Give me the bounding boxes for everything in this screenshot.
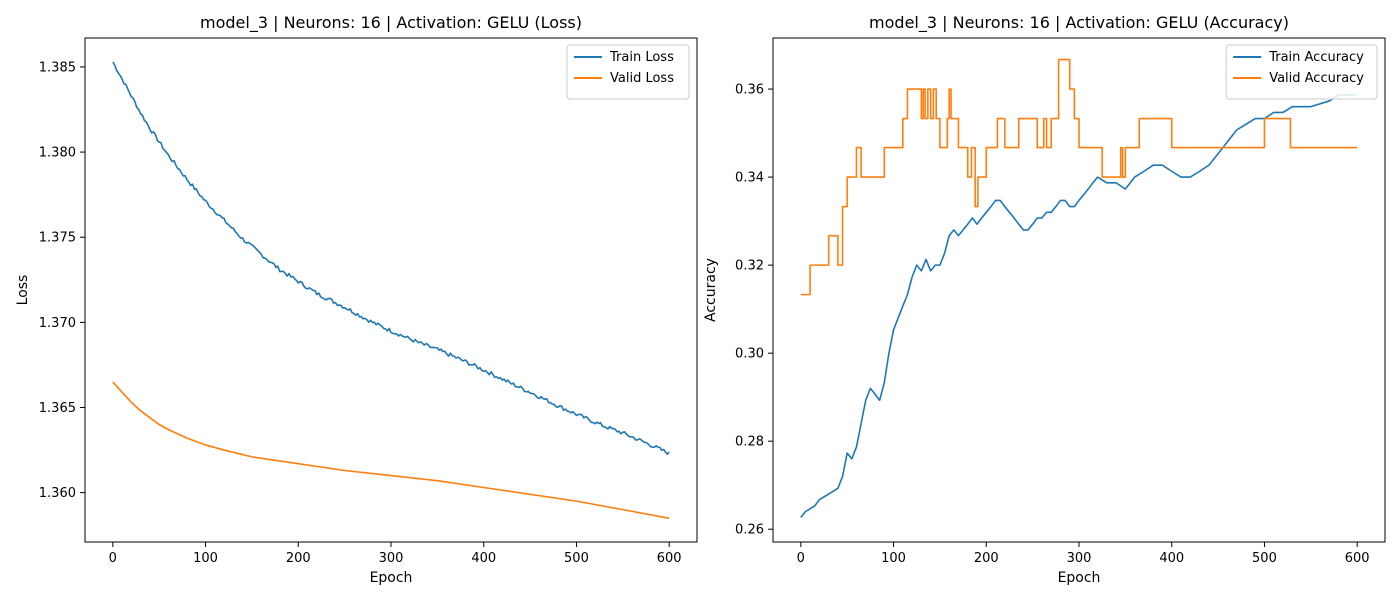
chart-title: model_3 | Neurons: 16 | Activation: GELU… bbox=[869, 13, 1289, 33]
x-tick-label: 100 bbox=[881, 551, 906, 566]
x-tick-label: 200 bbox=[286, 551, 311, 566]
legend-label: Valid Loss bbox=[610, 71, 674, 86]
x-tick-label: 600 bbox=[657, 551, 682, 566]
series-line-valid-accuracy bbox=[800, 58, 1358, 296]
y-axis-label: Accuracy bbox=[703, 258, 719, 322]
legend-label: Valid Accuracy bbox=[1269, 71, 1364, 86]
axes-frame bbox=[84, 37, 698, 543]
y-tick-label: 0.28 bbox=[735, 435, 764, 450]
x-tick-label: 0 bbox=[797, 551, 805, 566]
y-tick-label: 1.380 bbox=[39, 146, 76, 161]
legend: Train Accuracy Valid Accuracy bbox=[1225, 44, 1378, 100]
series-line-train-loss bbox=[112, 61, 670, 456]
y-tick-label: 0.30 bbox=[735, 347, 764, 362]
legend: Train Loss Valid Loss bbox=[566, 44, 690, 100]
x-tick-label: 100 bbox=[193, 551, 218, 566]
x-tick-label: 200 bbox=[974, 551, 999, 566]
x-axis-label: Epoch bbox=[370, 570, 413, 586]
legend-box bbox=[1225, 44, 1378, 100]
y-tick-label: 1.385 bbox=[39, 60, 76, 75]
y-tick-label: 0.36 bbox=[735, 83, 764, 98]
x-tick-label: 300 bbox=[379, 551, 404, 566]
y-tick-label: 1.365 bbox=[39, 401, 76, 416]
y-tick-label: 0.26 bbox=[735, 523, 764, 538]
legend-label: Train Accuracy bbox=[1268, 50, 1364, 65]
series-line-train-accuracy bbox=[800, 93, 1358, 518]
x-tick-label: 300 bbox=[1067, 551, 1092, 566]
y-tick-label: 1.370 bbox=[39, 316, 76, 331]
x-tick-label: 500 bbox=[1252, 551, 1277, 566]
chart-panel-0: model_3 | Neurons: 16 | Activation: GELU… bbox=[15, 13, 698, 586]
series-line-valid-loss bbox=[112, 381, 670, 519]
chart-title: model_3 | Neurons: 16 | Activation: GELU… bbox=[200, 13, 582, 33]
x-tick-label: 0 bbox=[109, 551, 117, 566]
y-tick-label: 0.32 bbox=[735, 259, 764, 274]
y-tick-label: 0.34 bbox=[735, 171, 764, 186]
legend-box bbox=[566, 44, 690, 100]
y-tick-label: 1.375 bbox=[39, 231, 76, 246]
x-tick-label: 400 bbox=[1159, 551, 1184, 566]
x-axis-label: Epoch bbox=[1058, 570, 1101, 586]
y-tick-label: 1.360 bbox=[39, 486, 76, 501]
y-axis-label: Loss bbox=[15, 275, 31, 306]
chart-panel-1: model_3 | Neurons: 16 | Activation: GELU… bbox=[703, 13, 1386, 586]
x-tick-label: 500 bbox=[564, 551, 589, 566]
x-tick-label: 400 bbox=[471, 551, 496, 566]
x-tick-label: 600 bbox=[1345, 551, 1370, 566]
axes-frame bbox=[772, 37, 1386, 543]
legend-label: Train Loss bbox=[609, 50, 674, 65]
